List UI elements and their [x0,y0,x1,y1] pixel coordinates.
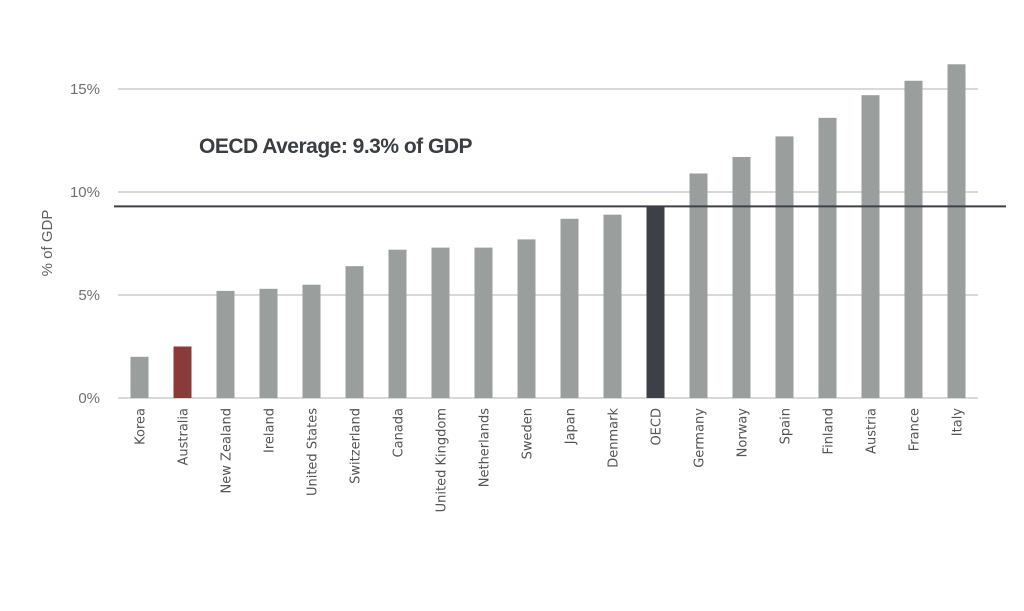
x-tick-label: France [908,408,923,451]
bar-australia [173,346,192,398]
bar-sweden [517,239,536,398]
bar-switzerland [345,266,364,398]
x-tick-label: Netherlands [478,408,493,487]
x-axis-labels: Korea Australia New Zealand Ireland United S… [134,408,966,513]
x-tick-label: Austria [865,408,880,454]
bar-canada [388,249,407,398]
bar-denmark [603,214,622,398]
bar-norway [732,156,751,398]
bar-oecd [646,206,665,398]
x-tick-label: New Zealand [220,408,235,493]
x-tick-label: Switzerland [349,408,364,484]
y-tick-label: 5% [78,287,100,304]
y-tick-label: 15% [70,81,100,98]
bar-netherlands [474,247,493,398]
bar-ireland [259,288,278,398]
bar-italy [947,64,966,398]
x-tick-label: OECD [650,408,665,446]
bar-japan [560,218,579,398]
bar-united-kingdom [431,247,450,398]
x-tick-label: United Kingdom [435,408,450,512]
x-tick-label: United States [306,408,321,496]
bar-finland [818,117,837,398]
y-axis-label: % of GDP [39,210,56,277]
x-tick-label: Denmark [607,408,622,468]
x-tick-label: Finland [822,408,837,454]
x-tick-label: Germany [693,408,708,468]
x-tick-label: Italy [951,408,966,437]
bar-spain [775,136,794,398]
x-tick-label: Japan [564,408,579,445]
x-tick-label: Norway [736,408,751,458]
x-tick-label: Korea [134,408,149,445]
bar-new-zealand [216,290,235,398]
bars [130,64,966,399]
bar-united-states [302,284,321,398]
y-tick-label: 0% [78,390,100,407]
bar-france [904,80,923,398]
x-tick-label: Australia [177,408,192,466]
bar-austria [861,95,880,399]
y-tick-label: 10% [70,184,100,201]
x-tick-label: Spain [779,408,794,444]
x-tick-label: Sweden [521,408,536,459]
oecd-average-annotation: OECD Average: 9.3% of GDP [199,135,473,158]
x-tick-label: Canada [392,408,407,457]
y-axis-ticks: 0% 5% 10% 15% [70,81,100,407]
bar-korea [130,356,149,398]
x-tick-label: Ireland [263,408,278,453]
bar-germany [689,173,708,398]
